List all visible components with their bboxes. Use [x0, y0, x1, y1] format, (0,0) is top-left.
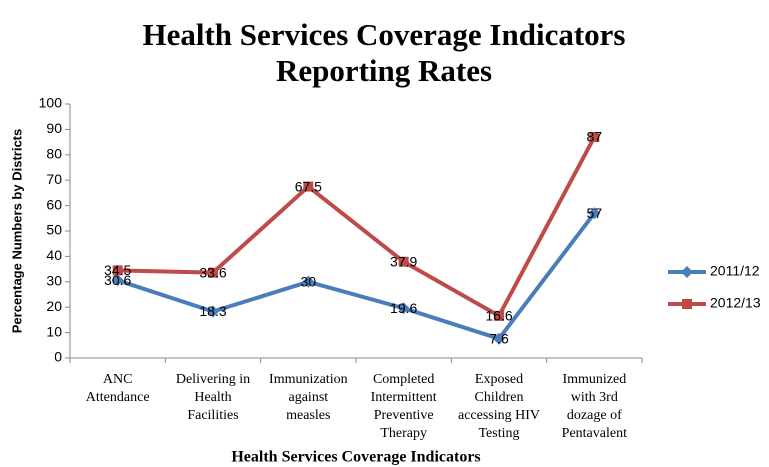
legend-marker	[681, 266, 693, 278]
data-point	[302, 275, 315, 288]
data-label: 30.6	[104, 272, 131, 288]
data-point	[112, 265, 123, 276]
x-tick-label: Immunized with 3rd dozage of Pentavalent	[562, 372, 627, 441]
data-point	[588, 207, 601, 220]
data-point	[111, 274, 124, 287]
y-tick-label: 70	[46, 171, 62, 187]
data-label: 87	[587, 129, 603, 145]
data-label: 7.6	[489, 330, 509, 346]
x-tick-label: ANC Attendance	[86, 372, 150, 405]
data-label: 18.3	[199, 303, 226, 319]
chart-subtitle: Reporting Rates	[276, 53, 492, 88]
chart-title: Health Services Coverage Indicators	[143, 17, 626, 52]
legend-label: 2011/12	[710, 263, 760, 279]
data-label: 67.5	[295, 178, 322, 194]
x-tick-label: Immunization against measles	[269, 372, 348, 423]
data-label: 57	[587, 205, 603, 221]
y-tick-label: 0	[54, 349, 62, 365]
data-point	[589, 132, 600, 143]
y-tick-label: 10	[46, 323, 62, 339]
data-label: 16.6	[485, 308, 512, 324]
data-label: 37.9	[390, 253, 417, 269]
x-tick-label: Delivering in Health Facilities	[176, 372, 250, 423]
y-tick-label: 50	[46, 222, 62, 238]
x-tick-label: Exposed Children accessing HIV Testing	[458, 372, 540, 441]
series-line	[117, 212, 596, 341]
y-tick-label: 30	[46, 273, 62, 289]
legend-marker	[682, 299, 692, 309]
data-point	[398, 256, 409, 267]
data-point	[303, 181, 314, 192]
x-axis-label: Health Services Coverage Indicators	[231, 449, 480, 466]
legend-label: 2012/13	[710, 295, 761, 311]
y-tick-label: 90	[46, 120, 62, 136]
y-axis-label: Percentage Numbers by Districts	[9, 129, 24, 333]
y-tick-label: 80	[46, 146, 62, 162]
data-label: 34.5	[104, 262, 131, 278]
y-tick-label: 60	[46, 196, 62, 212]
x-tick-label: Completed Intermittent Preventive Therapy	[371, 372, 437, 441]
data-label: 19.6	[390, 300, 417, 316]
y-tick-label: 40	[46, 247, 62, 263]
data-label: 33.6	[199, 264, 226, 280]
data-point	[397, 302, 410, 315]
legend-item: 2011/12	[668, 263, 760, 279]
y-tick-label: 20	[46, 298, 62, 314]
data-point	[207, 305, 219, 318]
data-point	[493, 332, 505, 345]
data-label: 30	[301, 274, 317, 290]
series-line	[117, 136, 597, 318]
data-point	[208, 267, 218, 278]
data-point	[494, 310, 504, 321]
y-tick-label: 100	[39, 95, 63, 111]
legend-item: 2012/13	[668, 295, 761, 311]
